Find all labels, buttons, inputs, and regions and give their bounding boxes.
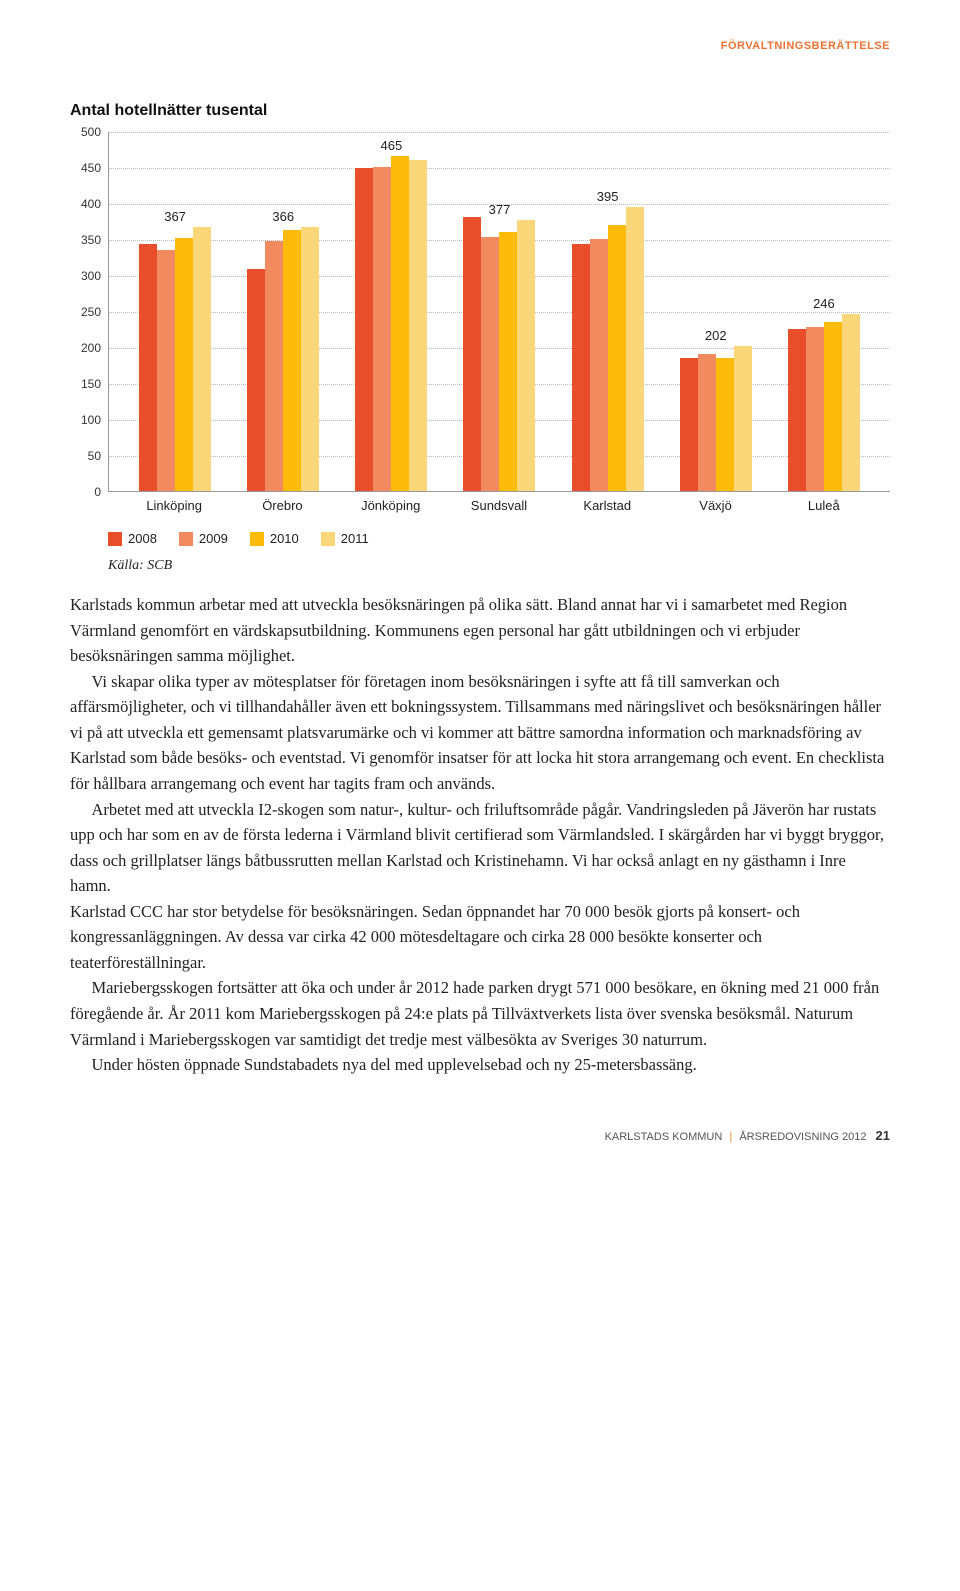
bar (157, 250, 175, 491)
bar (734, 346, 752, 491)
bar-group: 395 (554, 131, 662, 491)
bar (499, 232, 517, 491)
chart-title: Antal hotellnätter tusental (70, 102, 890, 120)
page-number: 21 (876, 1128, 890, 1143)
legend-label: 2010 (270, 531, 299, 546)
bar-group: 465 (337, 131, 445, 491)
x-axis-label: Örebro (228, 498, 336, 513)
bar-value-label: 465 (337, 138, 445, 153)
paragraph: Karlstad CCC har stor betydelse för besö… (70, 899, 890, 976)
bar-group: 366 (229, 131, 337, 491)
page-footer: KARLSTADS KOMMUN | ÅRSREDOVISNING 2012 2… (70, 1128, 890, 1143)
bar (391, 156, 409, 491)
bar (626, 207, 644, 491)
bar-group: 377 (445, 131, 553, 491)
bar (247, 269, 265, 491)
x-axis-label: Jönköping (337, 498, 445, 513)
bar (193, 227, 211, 491)
bar (698, 354, 716, 491)
y-axis-label: 300 (71, 269, 101, 283)
bar-value-label: 377 (445, 202, 553, 217)
footer-doc: ÅRSREDOVISNING 2012 (739, 1131, 866, 1143)
bar-group: 246 (770, 131, 878, 491)
legend-item: 2008 (108, 531, 157, 546)
legend-item: 2009 (179, 531, 228, 546)
y-axis-label: 350 (71, 233, 101, 247)
bar (788, 329, 806, 491)
y-axis-label: 150 (71, 377, 101, 391)
legend-label: 2011 (341, 531, 369, 546)
bar (590, 239, 608, 491)
bar (842, 314, 860, 491)
bar (481, 237, 499, 491)
body-text: Karlstads kommun arbetar med att utveckl… (70, 592, 890, 1078)
y-axis-label: 450 (71, 161, 101, 175)
bar (373, 167, 391, 491)
section-header: FÖRVALTNINGSBERÄTTELSE (70, 40, 890, 52)
y-axis-label: 250 (71, 305, 101, 319)
x-axis-label: Linköping (120, 498, 228, 513)
chart-legend: 2008 2009 2010 2011 (108, 531, 890, 546)
legend-swatch (179, 532, 193, 546)
legend-swatch (250, 532, 264, 546)
x-axis-label: Växjö (661, 498, 769, 513)
y-axis-label: 400 (71, 197, 101, 211)
legend-label: 2008 (128, 531, 157, 546)
bar (139, 244, 157, 491)
y-axis-label: 50 (71, 449, 101, 463)
legend-swatch (108, 532, 122, 546)
bar (572, 244, 590, 491)
chart-source: Källa: SCB (108, 558, 890, 574)
y-axis-label: 100 (71, 413, 101, 427)
bar (517, 220, 535, 491)
bar (175, 238, 193, 491)
paragraph: Arbetet med att utveckla I2-skogen som n… (70, 797, 890, 899)
bar-value-label: 367 (121, 209, 229, 224)
bar-group: 367 (121, 131, 229, 491)
bar (283, 230, 301, 491)
y-axis-label: 0 (71, 485, 101, 499)
legend-item: 2010 (250, 531, 299, 546)
legend-swatch (321, 532, 335, 546)
bar-value-label: 366 (229, 209, 337, 224)
x-axis-label: Karlstad (553, 498, 661, 513)
legend-label: 2009 (199, 531, 228, 546)
paragraph: Mariebergsskogen fortsätter att öka och … (70, 975, 890, 1052)
bar (824, 322, 842, 491)
bar-value-label: 202 (662, 328, 770, 343)
bar (463, 217, 481, 491)
bar (680, 358, 698, 491)
bar-value-label: 395 (554, 189, 662, 204)
paragraph: Karlstads kommun arbetar med att utveckl… (70, 592, 890, 669)
bar-value-label: 246 (770, 296, 878, 311)
x-axis-label: Luleå (770, 498, 878, 513)
paragraph: Under hösten öppnade Sundstabadets nya d… (70, 1052, 890, 1078)
x-axis-label: Sundsvall (445, 498, 553, 513)
bar (806, 327, 824, 491)
bar-chart: 0501001502002503003504004505003673664653… (70, 132, 890, 552)
paragraph: Vi skapar olika typer av mötesplatser fö… (70, 669, 890, 797)
bar (608, 225, 626, 491)
y-axis-label: 500 (71, 125, 101, 139)
bar (265, 241, 283, 491)
footer-separator: | (729, 1131, 732, 1143)
bar-group: 202 (662, 131, 770, 491)
legend-item: 2011 (321, 531, 369, 546)
bar (355, 168, 373, 491)
bar (409, 160, 427, 491)
y-axis-label: 200 (71, 341, 101, 355)
footer-org: KARLSTADS KOMMUN (605, 1131, 723, 1143)
bar (301, 227, 319, 491)
bar (716, 358, 734, 491)
